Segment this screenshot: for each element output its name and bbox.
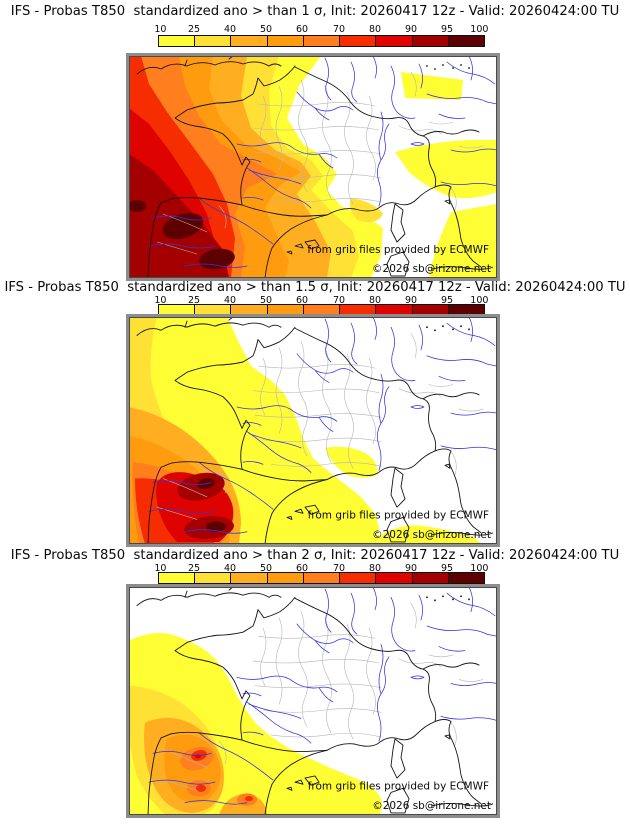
tick-label: 10 [154,295,167,306]
colorbar-segment [267,573,304,583]
colorbar-segment [159,573,196,583]
tick-label: 10 [154,24,167,35]
colorbar-segment [412,573,449,583]
tick-label: 10 [154,563,167,574]
colorbar-segment [340,305,377,315]
colorbar-ticks-1: 10 25 40 50 60 70 80 90 95 100 [154,24,488,35]
colorbar-segment [303,36,341,46]
map-sigma-2: from grib files provided by ECMWF ©2026 … [129,587,497,815]
tick-label: 95 [440,295,454,306]
colorbar-segment [412,305,449,315]
colorbar-segment [376,573,413,583]
tick-label: 80 [368,295,382,306]
colorbar-segment [376,305,413,315]
map-sigma-1: from grib files provided by ECMWF ©2026 … [129,56,497,278]
colorbar-segment [412,36,449,46]
colorbar-segment [159,305,196,315]
tick-label: 70 [332,24,346,35]
map-frame-sigma-2: from grib files provided by ECMWF ©2026 … [126,584,500,818]
tick-label: 40 [223,295,237,306]
copyright-strike-line [431,802,494,807]
colorbar-segment [231,36,268,46]
colorbar-segment [195,305,232,315]
panel-title-sigma-1: IFS - Probas T850 standardized ano > tha… [10,4,620,19]
colorbar-segment [231,305,268,315]
tick-label: 70 [332,295,346,306]
map-border [129,587,497,815]
tick-label: 25 [187,563,201,574]
tick-label: 40 [223,563,237,574]
watermark-copyright: ©2026 sb@irizone.net [372,528,491,541]
tick-label: 100 [470,295,489,306]
watermark-source: from grib files provided by ECMWF [308,779,489,792]
colorbar-1 [158,35,485,47]
tick-label: 100 [470,24,489,35]
watermark-source: from grib files provided by ECMWF [307,244,489,256]
tick-label: 25 [187,24,201,35]
tick-label: 70 [332,563,346,574]
tick-label: 25 [187,295,201,306]
tick-label: 80 [368,563,382,574]
map-border [129,317,497,544]
colorbar-segment [340,573,377,583]
watermark-copyright: ©2026 sb@irizone.net [372,263,491,275]
watermark-copyright: ©2026 sb@irizone.net [372,799,491,812]
colorbar-segment [340,36,377,46]
colorbar-segment [159,36,196,46]
colorbar-segment [303,305,341,315]
map-frame-sigma-1: from grib files provided by ECMWF ©2026 … [126,53,500,281]
copyright-strike-line [431,266,494,270]
map-border [129,56,497,278]
colorbar-ticks-2: 10 25 40 50 60 70 80 90 95 100 [154,295,488,306]
colorbar-segment [195,573,232,583]
colorbar-3 [158,572,485,584]
colorbar-segment [267,36,304,46]
watermark-source: from grib files provided by ECMWF [308,508,489,521]
colorbar-segment [267,305,304,315]
colorbar-segment [376,36,413,46]
tick-label: 60 [295,24,309,35]
tick-label: 50 [259,295,273,306]
colorbar-segment [303,573,341,583]
colorbar-segment [448,36,484,46]
tick-label: 95 [440,24,454,35]
colorbar-segment [448,573,484,583]
probability-field-sigma-1 [129,56,497,278]
colorbar-segment [195,36,232,46]
map-frame-sigma-1-5: from grib files provided by ECMWF ©2026 … [126,314,500,547]
tick-label: 100 [470,563,489,574]
tick-label: 60 [295,563,309,574]
colorbar-segment [448,305,484,315]
tick-label: 95 [440,563,454,574]
tick-label: 80 [368,24,382,35]
colorbar-ticks-3: 10 25 40 50 60 70 80 90 95 100 [154,563,488,574]
tick-label: 90 [404,24,418,35]
tick-label: 90 [404,563,418,574]
tick-label: 90 [404,295,418,306]
copyright-strike-line [431,532,494,536]
map-sigma-1-5: from grib files provided by ECMWF ©2026 … [129,317,497,544]
tick-label: 40 [223,24,237,35]
tick-label: 50 [259,24,273,35]
panel-title-sigma-1-5: IFS - Probas T850 standardized ano > tha… [4,280,626,295]
panel-title-sigma-2: IFS - Probas T850 standardized ano > tha… [10,548,620,563]
tick-label: 50 [259,563,273,574]
colorbar-segment [231,573,268,583]
tick-label: 60 [295,295,309,306]
probability-field-sigma-2 [129,633,383,815]
